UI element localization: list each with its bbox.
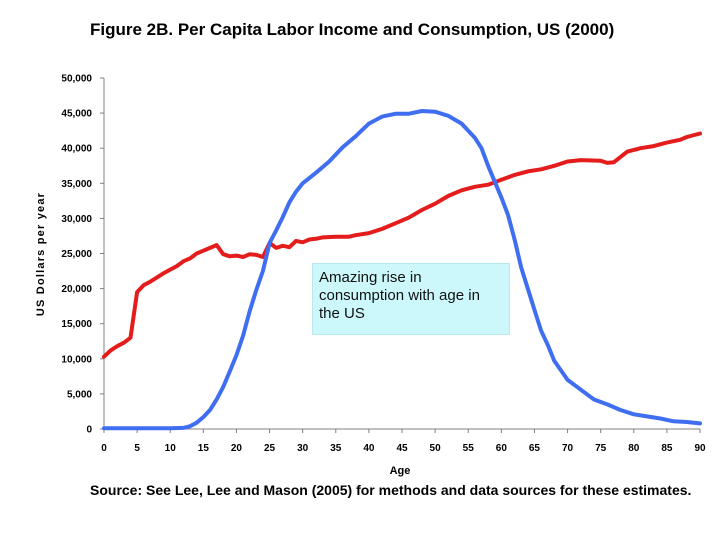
- x-tick-label: 15: [198, 443, 210, 454]
- y-tick-label: 10,000: [61, 354, 92, 365]
- series-line-consumption: [102, 109, 702, 431]
- x-tick-label: 0: [101, 443, 107, 454]
- x-tick-label: 45: [396, 443, 408, 454]
- x-axis: 0 5 10 15 20 25 30 35 40 45 50 55 60 65 70 75 80 85 90: [101, 428, 706, 454]
- x-tick-label: 80: [628, 443, 640, 454]
- series-line-labor-income: [102, 131, 702, 359]
- y-tick-label: 25,000: [61, 249, 92, 260]
- x-tick-label: 20: [231, 443, 243, 454]
- series-layer: [102, 109, 702, 431]
- x-tick-label: 5: [134, 443, 140, 454]
- y-axis-label: US Dollars per year: [35, 192, 47, 316]
- x-tick-label: 90: [694, 443, 706, 454]
- y-tick-label: 50,000: [61, 74, 92, 85]
- x-tick-label: 85: [661, 443, 673, 454]
- y-tick-label: 20,000: [61, 284, 92, 295]
- y-tick-label: 30,000: [61, 214, 92, 225]
- y-tick-label: 15,000: [61, 319, 92, 330]
- source-note: Source: See Lee, Lee and Mason (2005) fo…: [90, 482, 692, 498]
- annotation-box: Amazing rise in consumption with age in …: [312, 263, 510, 335]
- y-tick-label: 0: [86, 425, 92, 436]
- x-tick-label: 60: [496, 443, 508, 454]
- x-tick-label: 30: [297, 443, 309, 454]
- y-tick-label: 40,000: [61, 144, 92, 155]
- y-tick-label: 45,000: [61, 109, 92, 120]
- x-tick-label: 50: [430, 443, 442, 454]
- x-tick-label: 70: [562, 443, 574, 454]
- x-tick-label: 40: [363, 443, 375, 454]
- x-tick-label: 35: [330, 443, 342, 454]
- chart-title: Figure 2B. Per Capita Labor Income and C…: [90, 20, 615, 39]
- y-tick-label: 5,000: [67, 389, 92, 400]
- x-tick-label: 65: [529, 443, 541, 454]
- x-tick-label: 25: [264, 443, 276, 454]
- y-tick-label: 35,000: [61, 179, 92, 190]
- x-tick-label: 55: [463, 443, 475, 454]
- x-tick-label: 10: [165, 443, 177, 454]
- x-axis-label: Age: [390, 465, 411, 477]
- y-axis: 0 5,000 10,000 15,000 20,000 25,000 30,000 35,0…: [61, 74, 105, 436]
- x-tick-label: 75: [595, 443, 607, 454]
